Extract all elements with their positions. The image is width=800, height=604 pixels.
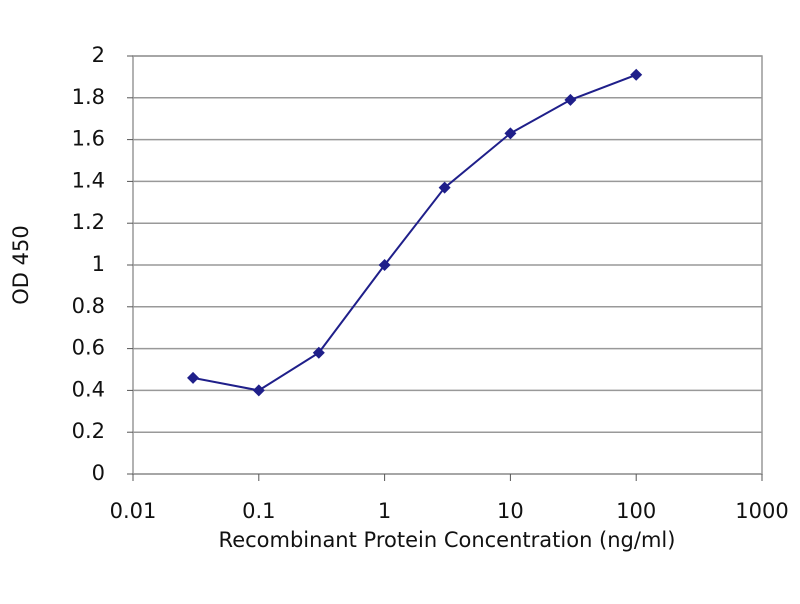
y-tick-label: 0.2 (72, 419, 105, 443)
y-tick-label: 1.8 (72, 85, 105, 109)
y-tick-label: 1.2 (72, 210, 105, 234)
x-axis-label: Recombinant Protein Concentration (ng/ml… (219, 528, 676, 552)
y-axis-label: OD 450 (9, 225, 33, 304)
data-point (504, 127, 517, 140)
x-tick-label: 1 (378, 499, 391, 523)
y-tick-label: 0.8 (72, 294, 105, 318)
y-tick-label: 0.6 (72, 336, 105, 360)
y-tick-label: 1.6 (72, 127, 105, 151)
data-point (630, 68, 643, 81)
x-tick-label: 0.1 (242, 499, 275, 523)
data-point (378, 259, 391, 271)
data-point (252, 384, 265, 397)
y-tick-label: 1.4 (72, 168, 105, 192)
y-tick-label: 2 (92, 43, 105, 67)
data-point (312, 346, 325, 359)
x-tick-label: 10 (497, 499, 524, 523)
x-tick-label: 100 (616, 499, 656, 523)
y-tick-label: 0.4 (72, 377, 105, 401)
y-tick-label: 0 (92, 461, 105, 485)
data-line (192, 73, 637, 392)
data-point (187, 371, 200, 384)
x-tick-label: 1000 (735, 499, 788, 523)
data-point (438, 181, 451, 194)
data-point (564, 93, 577, 106)
y-tick-label: 1 (92, 252, 105, 276)
x-tick-label: 0.01 (110, 499, 157, 523)
